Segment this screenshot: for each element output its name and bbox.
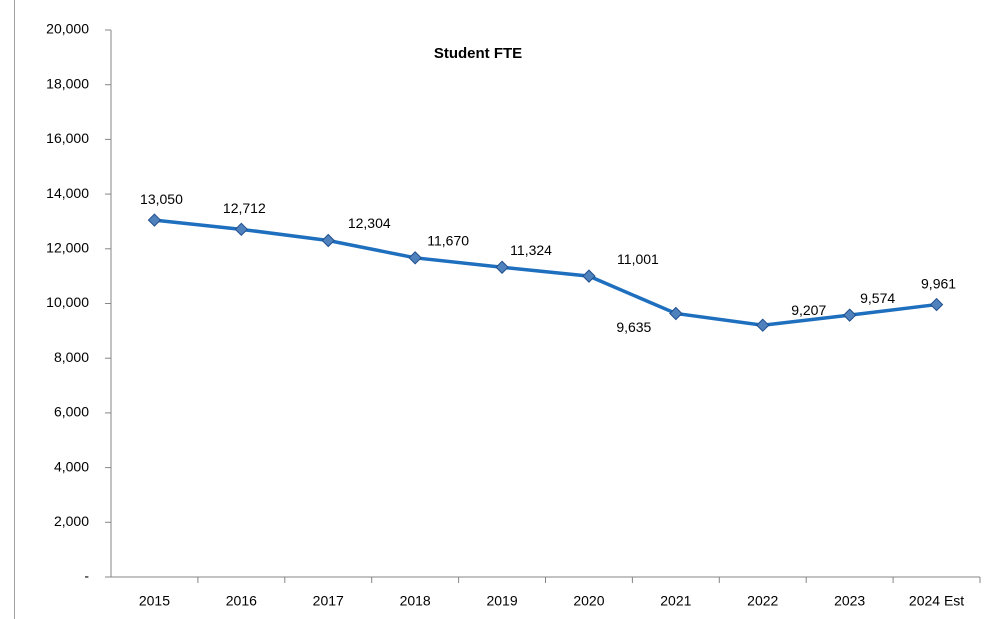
marker bbox=[842, 308, 857, 322]
y-tick-label: - bbox=[84, 568, 89, 584]
data-label: 12,304 bbox=[348, 215, 391, 231]
line bbox=[154, 218, 937, 327]
y-tick-label: 10,000 bbox=[46, 294, 89, 310]
y-tick-label: 14,000 bbox=[46, 185, 89, 201]
marker bbox=[408, 251, 422, 265]
data-label: 13,050 bbox=[140, 191, 183, 207]
x-tick-label: 2022 bbox=[747, 593, 778, 609]
x-tick-label: 2018 bbox=[400, 593, 431, 609]
data-label: 11,670 bbox=[427, 233, 469, 249]
marker bbox=[495, 260, 509, 274]
data-label: 9,961 bbox=[921, 275, 956, 291]
x-tick-label: 2020 bbox=[573, 593, 604, 609]
y-tick-label: 4,000 bbox=[54, 458, 89, 474]
data-label: 11,001 bbox=[617, 251, 659, 267]
data-label: 9,635 bbox=[616, 319, 651, 335]
data-label: 9,207 bbox=[791, 302, 826, 318]
marker bbox=[669, 306, 683, 321]
y-tick-label: 20,000 bbox=[46, 21, 89, 37]
marker bbox=[929, 297, 944, 312]
y-tick-label: 6,000 bbox=[54, 404, 89, 420]
x-tick-label: 2023 bbox=[834, 593, 865, 609]
x-tick-label: 2015 bbox=[139, 593, 170, 609]
y-tick-label: 18,000 bbox=[46, 75, 89, 91]
marker bbox=[582, 269, 596, 283]
x-tick-label: 2021 bbox=[660, 593, 691, 609]
x-tick-label: 2016 bbox=[226, 593, 257, 609]
chart-title: Student FTE bbox=[434, 45, 522, 62]
marker bbox=[147, 213, 162, 227]
y-tick-label: 12,000 bbox=[46, 240, 89, 256]
data-label: 11,324 bbox=[510, 242, 552, 258]
marker bbox=[756, 318, 770, 332]
x-tick-label: 2017 bbox=[313, 593, 344, 609]
data-label: 12,712 bbox=[223, 200, 266, 216]
y-tick-label: 2,000 bbox=[54, 513, 89, 529]
x-tick-label: 2024 Est bbox=[909, 593, 964, 609]
data-label: 9,574 bbox=[860, 290, 895, 306]
y-tick-label: 16,000 bbox=[46, 130, 89, 146]
marker bbox=[234, 222, 249, 237]
y-tick-label: 8,000 bbox=[54, 349, 89, 365]
marker bbox=[321, 233, 335, 248]
x-tick-label: 2019 bbox=[486, 593, 517, 609]
